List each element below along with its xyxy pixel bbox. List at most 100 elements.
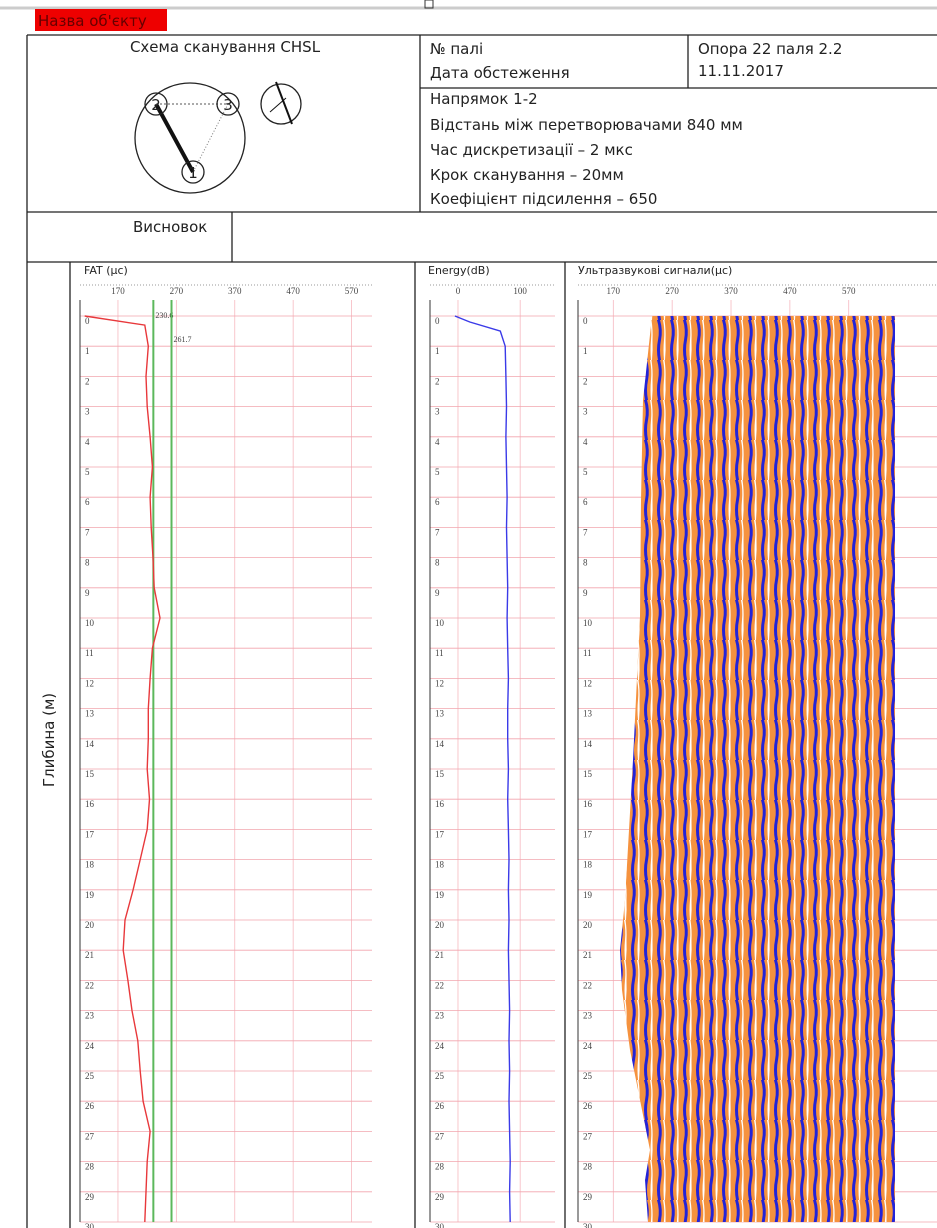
y-tick-label: 29 [435,1192,445,1202]
y-tick-label: 1 [85,346,90,356]
y-tick-label: 1 [583,346,588,356]
y-tick-label: 23 [583,1011,593,1021]
y-tick-label: 3 [583,407,588,417]
y-tick-label: 4 [85,437,90,447]
x-tick-label: 270 [665,286,679,296]
y-tick-label: 25 [435,1071,445,1081]
y-tick-label: 5 [85,467,90,477]
node-label: 1 [188,164,198,182]
y-tick-label: 21 [435,950,444,960]
y-tick-label: 0 [85,316,90,326]
y-tick-label: 18 [583,860,593,870]
y-tick-label: 27 [435,1131,445,1141]
date-value: 11.11.2017 [698,62,784,80]
y-tick-label: 26 [435,1101,445,1111]
y-tick-label: 0 [435,316,440,326]
object-name: Назва об'єкту [38,12,147,30]
pile-label: № палі [430,40,483,58]
scheme-title: Схема сканування CHSL [130,38,321,56]
y-tick-label: 16 [583,799,593,809]
y-tick-label: 19 [583,890,593,900]
x-tick-label: 570 [345,286,359,296]
y-tick-label: 13 [435,709,445,719]
pile-value: Опора 22 паля 2.2 [698,40,842,58]
y-tick-label: 12 [583,678,592,688]
y-tick-label: 9 [435,588,440,598]
y-tick-label: 29 [583,1192,593,1202]
x-tick-label: 100 [513,286,527,296]
y-tick-label: 7 [85,527,90,537]
threshold-label: 261.7 [174,335,192,344]
y-tick-label: 4 [435,437,440,447]
y-tick-label: 13 [583,709,593,719]
y-tick-label: 11 [435,648,444,658]
node-label: 3 [223,96,233,114]
y-tick-label: 24 [435,1041,445,1051]
y-tick-label: 20 [583,920,593,930]
y-tick-label: 16 [435,799,445,809]
y-tick-label: 2 [435,376,440,386]
x-tick-label: 570 [842,286,856,296]
y-tick-label: 19 [85,890,95,900]
y-tick-label: 1 [435,346,440,356]
y-tick-label: 8 [85,558,90,568]
y-tick-label: 17 [435,829,445,839]
y-tick-label: 7 [583,527,588,537]
y-tick-label: 24 [583,1041,593,1051]
y-tick-label: 3 [435,407,440,417]
info-line: Відстань між перетворювачами 840 мм [430,116,743,134]
y-tick-label: 2 [583,376,588,386]
y-tick-label: 30 [85,1222,95,1228]
y-tick-label: 28 [583,1162,593,1172]
y-tick-label: 20 [85,920,95,930]
y-tick-label: 10 [435,618,445,628]
info-line: Час дискретизації – 2 мкс [430,141,633,159]
y-tick-label: 10 [85,618,95,628]
y-tick-label: 5 [583,467,588,477]
y-tick-label: 21 [85,950,94,960]
y-tick-label: 4 [583,437,588,447]
chart-title: Ультразвукові сигнали(μс) [578,264,732,277]
y-tick-label: 7 [435,527,440,537]
y-tick-label: 6 [85,497,90,507]
y-tick-label: 3 [85,407,90,417]
y-tick-label: 27 [583,1131,593,1141]
y-tick-label: 26 [85,1101,95,1111]
y-tick-label: 22 [435,980,444,990]
y-tick-label: 8 [583,558,588,568]
y-tick-label: 18 [435,860,445,870]
y-tick-label: 5 [435,467,440,477]
x-tick-label: 0 [456,286,461,296]
y-tick-label: 22 [583,980,592,990]
y-tick-label: 11 [85,648,94,658]
y-tick-label: 28 [435,1162,445,1172]
y-tick-label: 29 [85,1192,95,1202]
y-tick-label: 9 [583,588,588,598]
depth-axis-label: Глибина (м) [40,693,58,787]
y-tick-label: 26 [583,1101,593,1111]
x-tick-label: 270 [170,286,184,296]
y-tick-label: 15 [85,769,95,779]
node-label: 2 [151,96,161,114]
chart-title: Energy(dB) [428,264,490,277]
y-tick-label: 18 [85,860,95,870]
x-tick-label: 370 [724,286,738,296]
y-tick-label: 13 [85,709,95,719]
y-tick-label: 17 [85,829,95,839]
y-tick-label: 11 [583,648,592,658]
y-tick-label: 25 [583,1071,593,1081]
page: Назва об'єкту Схема сканування CHSL 2 3 … [0,0,937,1228]
y-tick-label: 2 [85,376,90,386]
info-line: Коефіцієнт підсилення – 650 [430,190,657,208]
x-tick-label: 470 [783,286,797,296]
y-tick-label: 20 [435,920,445,930]
y-tick-label: 14 [435,739,445,749]
x-tick-label: 170 [607,286,621,296]
y-tick-label: 30 [583,1222,593,1228]
y-tick-label: 15 [435,769,445,779]
y-tick-label: 24 [85,1041,95,1051]
x-tick-label: 170 [111,286,125,296]
info-line: Напрямок 1-2 [430,90,538,108]
y-tick-label: 8 [435,558,440,568]
y-tick-label: 19 [435,890,445,900]
